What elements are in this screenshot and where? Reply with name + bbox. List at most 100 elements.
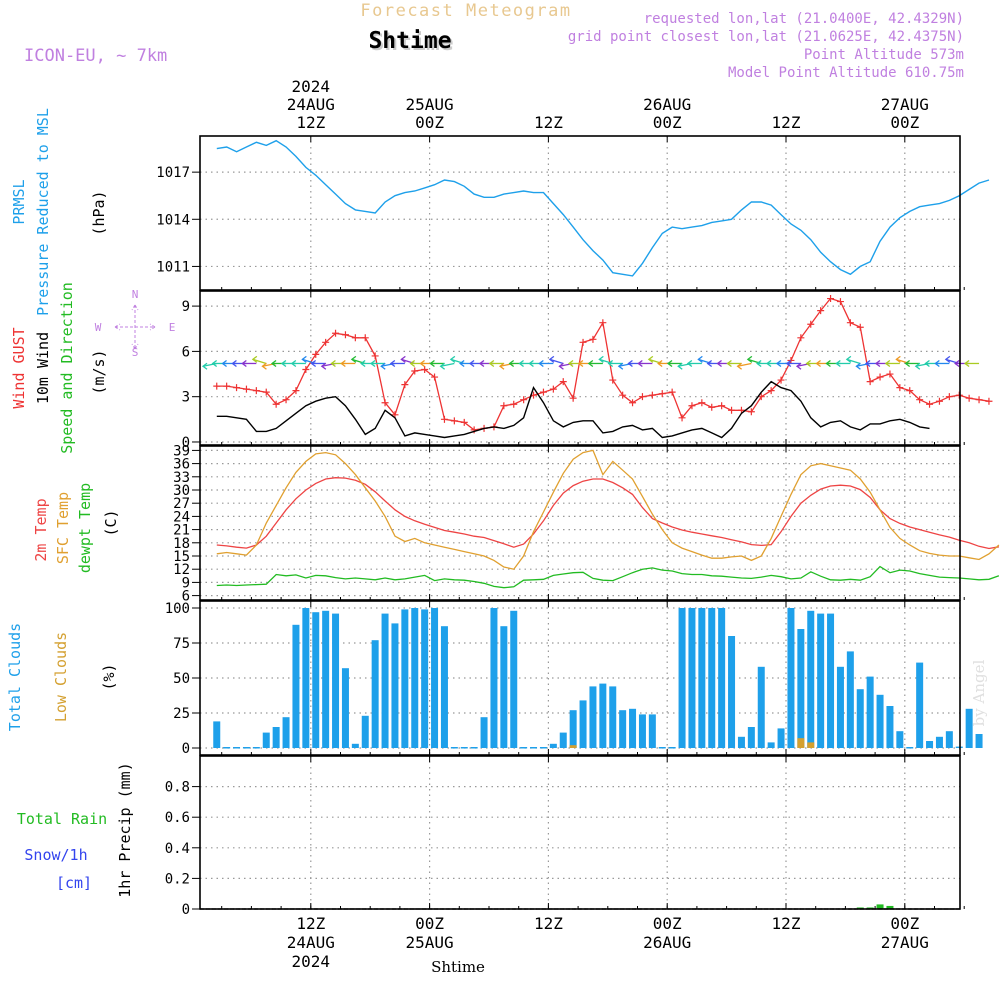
gust-point <box>935 397 943 405</box>
gust-point <box>411 367 419 375</box>
gust-point <box>371 352 379 360</box>
wind-direction-arrowhead <box>775 359 782 367</box>
gust-point <box>619 391 627 399</box>
wind-direction-arrowhead <box>241 359 247 367</box>
cloud-total-bar <box>530 747 538 749</box>
y-tick-label: 1014 <box>156 212 190 228</box>
wind-direction-arrowhead <box>855 362 861 370</box>
time-label-bottom: 12Z <box>296 914 325 933</box>
time-label-top: 00Z <box>890 113 919 132</box>
gust-point <box>312 350 320 358</box>
cloud-total-bar <box>302 608 310 748</box>
time-label-bottom: 27AUG <box>881 933 929 952</box>
gust-point <box>322 338 330 346</box>
panel-frame-precip <box>199 755 961 910</box>
time-label-bottom: 24AUG <box>287 933 335 952</box>
wind-direction-arrowhead <box>360 359 366 367</box>
time-label-bottom: 00Z <box>890 914 919 933</box>
wind-direction-arrowhead <box>716 359 722 367</box>
cloud-total-label: Total Clouds <box>6 623 24 731</box>
wind-direction-arrowhead <box>221 359 227 367</box>
compass-s: S <box>132 346 139 359</box>
gust-point <box>658 390 666 398</box>
cloud-total-bar <box>262 732 270 748</box>
gust-point <box>638 393 646 401</box>
gust-point <box>846 319 854 327</box>
wind-direction-arrowhead <box>835 359 841 367</box>
wind-direction-arrowhead <box>686 359 693 367</box>
time-label-top: 12Z <box>772 113 801 132</box>
wind-direction-arrowhead <box>587 359 594 367</box>
requested-coords: requested lon,lat (21.0400E, 42.4329N) <box>644 11 964 27</box>
cloud-total-bar <box>510 610 518 748</box>
wind-direction-arrowhead <box>756 359 762 367</box>
chart-title: Forecast Meteogram <box>360 1 571 21</box>
y-tick-label: 6 <box>182 589 190 605</box>
time-label-top: 24AUG <box>287 95 335 114</box>
compass-e: E <box>169 321 176 334</box>
gust-point <box>589 335 597 343</box>
gust-point <box>332 329 340 337</box>
wind-direction-arrowhead <box>290 359 297 367</box>
cloud-total-bar <box>431 608 439 748</box>
cloud-total-bar <box>559 732 567 748</box>
wind-direction-arrowhead <box>607 359 614 367</box>
wind-speed-line <box>216 380 930 439</box>
cloud-total-bar <box>866 676 874 748</box>
wind-direction-arrowhead <box>508 359 515 367</box>
panel-frame-wind <box>199 290 961 446</box>
wind-dir-label: Speed and Direction <box>58 282 76 454</box>
gust-point <box>272 400 280 408</box>
gust-point <box>906 387 914 395</box>
temp-2m-line <box>216 477 1000 550</box>
model-name: ICON-EU, ~ 7km <box>24 46 167 66</box>
wind-gust-label: Wind GUST <box>10 327 28 408</box>
cloud-total-bar <box>728 636 736 748</box>
cloud-total-bar <box>747 727 755 748</box>
gust-point <box>252 387 260 395</box>
y-tick-label: 0.6 <box>165 810 190 826</box>
gust-point <box>470 426 478 434</box>
wind-direction-arrowhead <box>409 359 416 367</box>
compass-n: N <box>132 288 139 301</box>
y-tick-label: 36 <box>173 457 190 473</box>
y-tick-label: 25 <box>173 706 190 722</box>
wind-direction-arrowhead <box>280 359 287 367</box>
wind-direction-arrowhead <box>468 359 475 367</box>
wind-direction-arrowhead <box>310 359 317 367</box>
wind-unit: (m/s) <box>90 349 108 394</box>
time-label-top: 26AUG <box>643 95 691 114</box>
wind-direction-arrowhead <box>785 359 792 367</box>
wind-direction-arrowhead <box>577 359 584 367</box>
cloud-total-bar <box>619 710 627 748</box>
wind-direction-arrowhead <box>488 359 495 367</box>
gust-point <box>609 376 617 384</box>
wind-direction-arrowhead <box>201 362 208 370</box>
rain-label: Total Rain <box>17 810 107 828</box>
wind-direction-arrowhead <box>895 355 901 363</box>
y-tick-label: 30 <box>173 483 190 499</box>
location-title: Shtime <box>368 28 451 54</box>
wind-direction-arrowhead <box>697 355 703 363</box>
y-tick-label: 9 <box>182 299 190 315</box>
gust-point <box>708 403 716 411</box>
compass-rose <box>114 304 156 350</box>
wind-10m-label: 10m Wind <box>34 332 52 404</box>
y-tick-label: 39 <box>173 443 190 459</box>
wind-direction-arrowhead <box>706 359 713 367</box>
wind-direction-arrowhead <box>666 359 673 367</box>
wind-direction-arrowhead <box>439 362 446 370</box>
cloud-total-bar <box>658 747 666 749</box>
y-tick-label: 0 <box>182 435 190 451</box>
cloud-total-bar <box>975 734 983 748</box>
cloud-total-bar <box>460 747 468 749</box>
point-altitude: Point Altitude 573m <box>804 47 964 63</box>
grid-coords: grid point closest lon,lat (21.0625E, 42… <box>568 29 964 45</box>
gust-point <box>728 406 736 414</box>
watermark: by Angel <box>970 659 988 726</box>
gust-point <box>876 373 884 381</box>
wind-direction-arrowhead <box>617 362 624 370</box>
y-tick-label: 0 <box>182 902 190 918</box>
temp-unit: (C) <box>102 509 120 536</box>
